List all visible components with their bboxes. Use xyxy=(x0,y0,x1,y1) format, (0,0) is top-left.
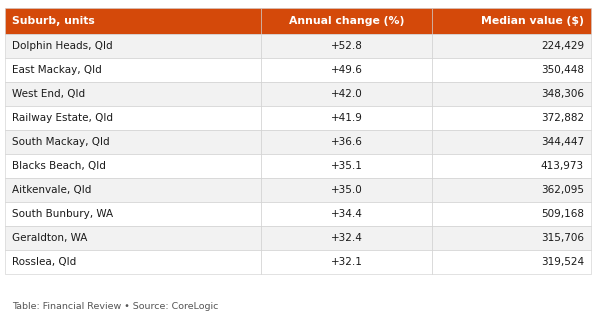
Text: 344,447: 344,447 xyxy=(541,137,584,147)
Bar xyxy=(261,34,432,58)
Bar xyxy=(261,106,432,130)
Bar xyxy=(261,202,432,226)
Bar xyxy=(432,130,591,154)
Bar xyxy=(261,8,432,34)
Bar xyxy=(5,226,261,250)
Text: 350,448: 350,448 xyxy=(541,65,584,75)
Text: 372,882: 372,882 xyxy=(541,113,584,123)
Bar xyxy=(261,58,432,82)
Text: 348,306: 348,306 xyxy=(541,89,584,99)
Bar xyxy=(5,58,261,82)
Bar xyxy=(5,34,261,58)
Bar xyxy=(5,202,261,226)
Text: 413,973: 413,973 xyxy=(541,161,584,171)
Bar xyxy=(261,82,432,106)
Text: 319,524: 319,524 xyxy=(541,257,584,267)
Bar xyxy=(432,8,591,34)
Bar xyxy=(261,154,432,178)
Bar xyxy=(432,178,591,202)
Text: +34.4: +34.4 xyxy=(331,209,362,219)
Bar xyxy=(432,106,591,130)
Text: +35.0: +35.0 xyxy=(331,185,362,195)
Text: +41.9: +41.9 xyxy=(331,113,362,123)
Text: South Bunbury, WA: South Bunbury, WA xyxy=(12,209,113,219)
Text: Blacks Beach, Qld: Blacks Beach, Qld xyxy=(12,161,106,171)
Text: 509,168: 509,168 xyxy=(541,209,584,219)
Bar xyxy=(5,130,261,154)
Text: East Mackay, Qld: East Mackay, Qld xyxy=(12,65,101,75)
Bar xyxy=(5,250,261,274)
Text: Table: Financial Review • Source: CoreLogic: Table: Financial Review • Source: CoreLo… xyxy=(12,302,218,311)
Text: 315,706: 315,706 xyxy=(541,233,584,243)
Text: Railway Estate, Qld: Railway Estate, Qld xyxy=(12,113,113,123)
Bar xyxy=(432,226,591,250)
Bar xyxy=(5,8,261,34)
Text: 362,095: 362,095 xyxy=(541,185,584,195)
Bar xyxy=(5,106,261,130)
Text: Dolphin Heads, Qld: Dolphin Heads, Qld xyxy=(12,41,112,51)
Text: Suburb, units: Suburb, units xyxy=(12,16,95,26)
Bar xyxy=(432,58,591,82)
Text: Annual change (%): Annual change (%) xyxy=(289,16,404,26)
Text: Median value ($): Median value ($) xyxy=(481,16,584,26)
Text: +49.6: +49.6 xyxy=(331,65,362,75)
Text: 224,429: 224,429 xyxy=(541,41,584,51)
Text: +32.1: +32.1 xyxy=(331,257,362,267)
Bar xyxy=(261,130,432,154)
Text: +35.1: +35.1 xyxy=(331,161,362,171)
Text: +52.8: +52.8 xyxy=(331,41,362,51)
Bar xyxy=(432,202,591,226)
Bar xyxy=(5,154,261,178)
Bar xyxy=(432,34,591,58)
Bar xyxy=(5,82,261,106)
Text: +42.0: +42.0 xyxy=(331,89,362,99)
Text: Aitkenvale, Qld: Aitkenvale, Qld xyxy=(12,185,91,195)
Bar xyxy=(5,178,261,202)
Text: West End, Qld: West End, Qld xyxy=(12,89,85,99)
Bar xyxy=(261,250,432,274)
Text: +32.4: +32.4 xyxy=(331,233,362,243)
Bar xyxy=(432,154,591,178)
Bar xyxy=(261,178,432,202)
Text: +36.6: +36.6 xyxy=(331,137,362,147)
Text: South Mackay, Qld: South Mackay, Qld xyxy=(12,137,109,147)
Text: Rosslea, Qld: Rosslea, Qld xyxy=(12,257,76,267)
Text: Geraldton, WA: Geraldton, WA xyxy=(12,233,87,243)
Bar xyxy=(261,226,432,250)
Bar xyxy=(432,250,591,274)
Bar xyxy=(432,82,591,106)
